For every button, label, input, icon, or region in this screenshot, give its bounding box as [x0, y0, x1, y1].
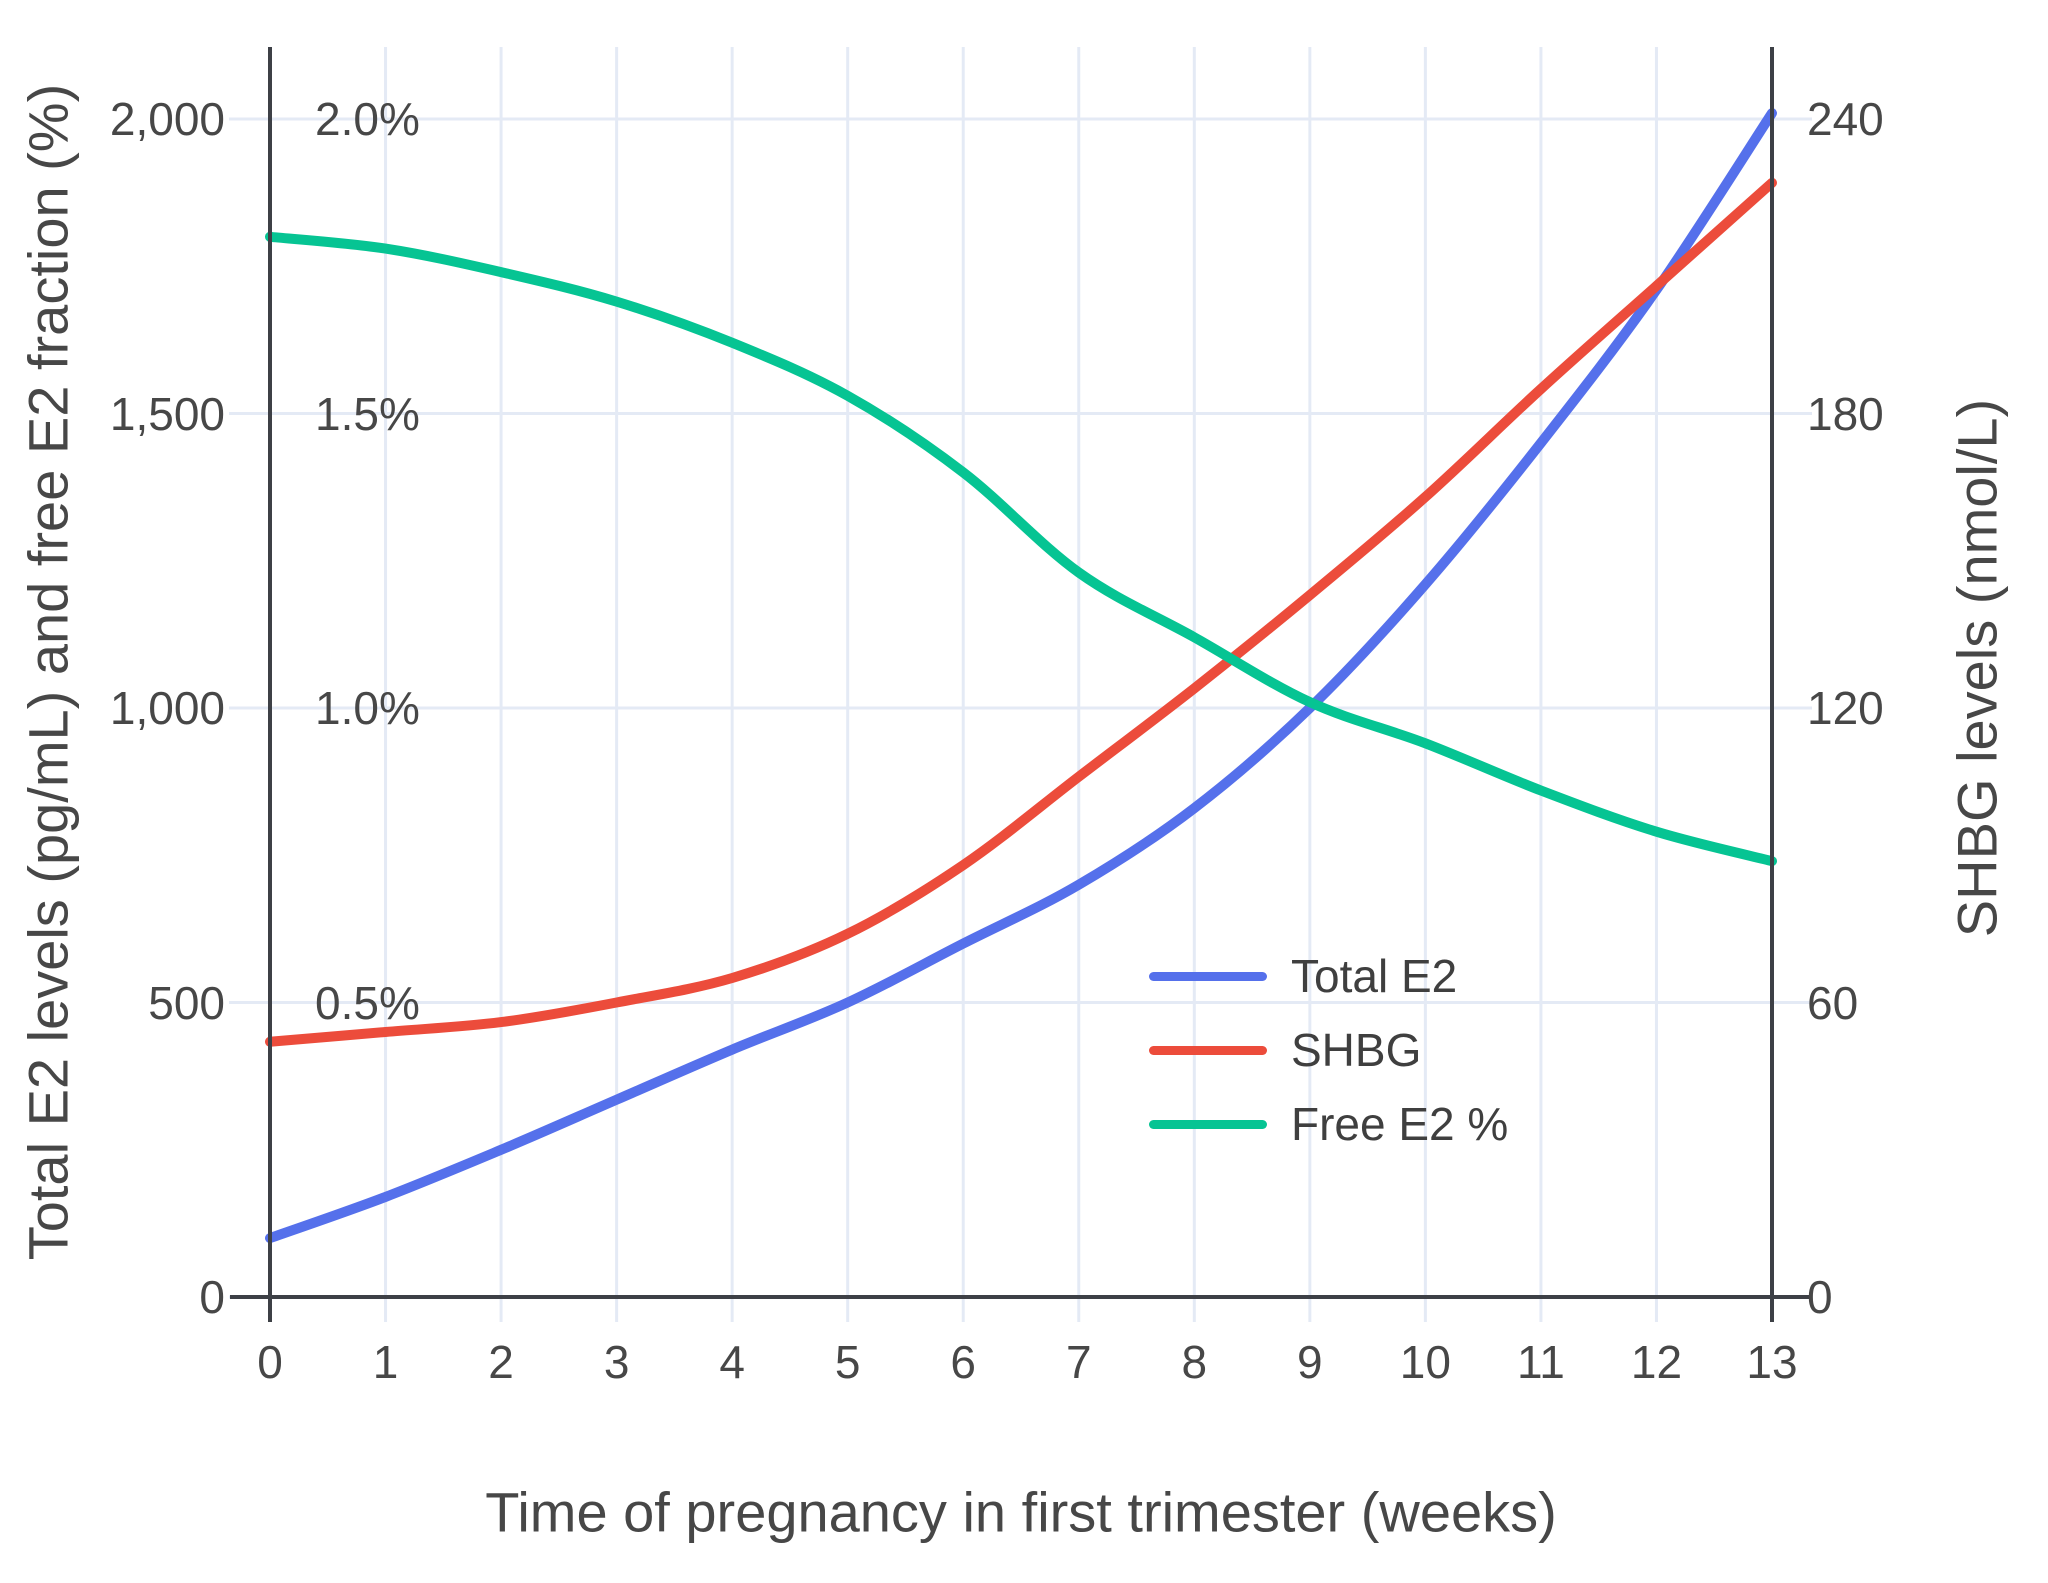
legend-item-free-e2-pct[interactable]: Free E2 %	[1149, 1096, 1508, 1152]
y-left-tick-label: 0	[199, 1271, 225, 1323]
y-axis-left-title: Total E2 levels (pg/mL) and free E2 frac…	[16, 83, 80, 1261]
x-tick-label: 3	[603, 1336, 630, 1388]
legend-label-total-e2: Total E2	[1291, 950, 1458, 1002]
y-right-tick-label: 0	[1807, 1271, 1833, 1323]
x-tick-label: 0	[257, 1336, 283, 1388]
legend-label-shbg: SHBG	[1291, 1024, 1422, 1076]
x-tick-label: 2	[488, 1336, 514, 1388]
x-tick-label: 8	[1181, 1336, 1208, 1388]
y-left-tick-label: 500	[148, 976, 225, 1029]
y-left-tick-label: 1,000	[109, 682, 225, 734]
y-left-tick-label: 2,000	[109, 93, 225, 145]
shbg-line[interactable]	[265, 177, 1777, 1047]
y-percent-tick-label: 2.0%	[315, 93, 420, 145]
x-axis-title: Time of pregnancy in first trimester (we…	[485, 1480, 1557, 1544]
y-left-tick-label: 1,500	[109, 387, 225, 440]
y-percent-tick-label: 0.5%	[315, 976, 420, 1029]
x-tick-label: 13	[1746, 1336, 1798, 1388]
legend-label-free-e2-pct: Free E2 %	[1291, 1098, 1509, 1150]
free-e2-pct-line[interactable]	[265, 231, 1777, 867]
x-tick-label: 5	[834, 1336, 861, 1388]
y-percent-tick-label: 1.0%	[315, 682, 420, 734]
y-axis-right-title: SHBG levels (nmol/L)	[1945, 398, 2009, 938]
legend-swatch-shbg	[1149, 1045, 1267, 1055]
legend-item-shbg[interactable]: SHBG	[1149, 1022, 1421, 1078]
y-right-tick-label: 180	[1807, 387, 1884, 440]
x-tick-label: 12	[1630, 1336, 1683, 1388]
legend-swatch-total-e2	[1149, 971, 1267, 981]
x-tick-label: 6	[950, 1336, 977, 1388]
x-tick-label: 10	[1399, 1336, 1451, 1388]
y-right-tick-label: 240	[1807, 93, 1884, 145]
total-e2-line[interactable]	[265, 108, 1777, 1244]
x-tick-label: 11	[1517, 1336, 1565, 1388]
y-right-tick-label: 120	[1807, 682, 1884, 734]
x-tick-label: 1	[372, 1336, 399, 1388]
x-tick-label: 4	[719, 1336, 745, 1388]
y-percent-tick-label: 1.5%	[315, 387, 420, 440]
x-tick-label: 7	[1065, 1336, 1092, 1388]
x-tick-label: 9	[1297, 1336, 1323, 1388]
legend-item-total-e2[interactable]: Total E2	[1149, 948, 1457, 1004]
legend-swatch-free-e2-pct	[1149, 1119, 1267, 1129]
y-right-tick-label: 60	[1807, 976, 1859, 1029]
